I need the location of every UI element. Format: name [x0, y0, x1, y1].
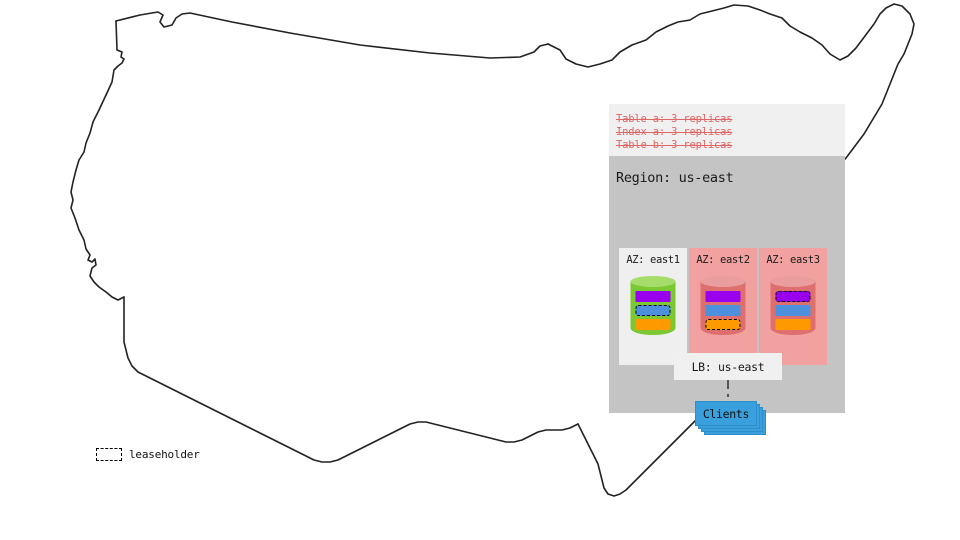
- legend: leaseholder: [96, 448, 200, 461]
- range-bar-blue-east2: [705, 305, 741, 316]
- load-balancer-box[interactable]: LB: us-east: [674, 353, 782, 380]
- connector-segment-upper: [727, 380, 729, 389]
- region-title: Region: us-east: [616, 170, 734, 186]
- cylinder-top: [770, 276, 816, 287]
- replica-note-table-b: Table b: 3 replicas: [616, 139, 733, 151]
- availability-zone-row: AZ: east1 AZ: east2: [619, 248, 845, 365]
- range-bars-east2: [705, 291, 741, 330]
- az-label-east2: AZ: east2: [696, 254, 750, 266]
- range-bar-purple-east1: [635, 291, 671, 302]
- replica-notes-header: Table a: 3 replicas Index a: 3 replicas …: [609, 104, 845, 156]
- range-bar-orange-east1: [635, 319, 671, 330]
- database-cylinder-east2: [700, 276, 746, 340]
- range-bar-orange-east2-leaseholder: [705, 319, 741, 330]
- legend-label: leaseholder: [129, 448, 200, 461]
- range-bar-purple-east2: [705, 291, 741, 302]
- az-label-east1: AZ: east1: [626, 254, 680, 266]
- az-box-east1[interactable]: AZ: east1: [619, 248, 687, 365]
- database-cylinder-east1: [630, 276, 676, 340]
- database-cylinder-east3: [770, 276, 816, 340]
- dashed-rectangle-icon: [96, 448, 122, 461]
- range-bar-blue-east1-leaseholder: [635, 305, 671, 316]
- lb-clients-connector: [727, 380, 729, 402]
- range-bar-blue-east3: [775, 305, 811, 316]
- range-bar-orange-east3: [775, 319, 811, 330]
- cylinder-top: [630, 276, 676, 287]
- region-body: Region: us-east AZ: east1 AZ: east2: [609, 156, 845, 435]
- az-box-east3[interactable]: AZ: east3: [759, 248, 827, 365]
- replica-note-index-a: Index a: 3 replicas: [616, 126, 733, 138]
- range-bars-east3: [775, 291, 811, 330]
- cylinder-top: [700, 276, 746, 287]
- client-card-front[interactable]: Clients: [695, 401, 757, 426]
- range-bar-purple-east3-leaseholder: [775, 291, 811, 302]
- replica-note-table-a: Table a: 3 replicas: [616, 113, 733, 125]
- connector-segment-lower: [727, 394, 729, 397]
- az-box-east2[interactable]: AZ: east2: [689, 248, 757, 365]
- range-bars-east1: [635, 291, 671, 330]
- clients-stack[interactable]: Clients: [695, 401, 767, 437]
- region-panel: Table a: 3 replicas Index a: 3 replicas …: [609, 104, 845, 435]
- az-label-east3: AZ: east3: [766, 254, 820, 266]
